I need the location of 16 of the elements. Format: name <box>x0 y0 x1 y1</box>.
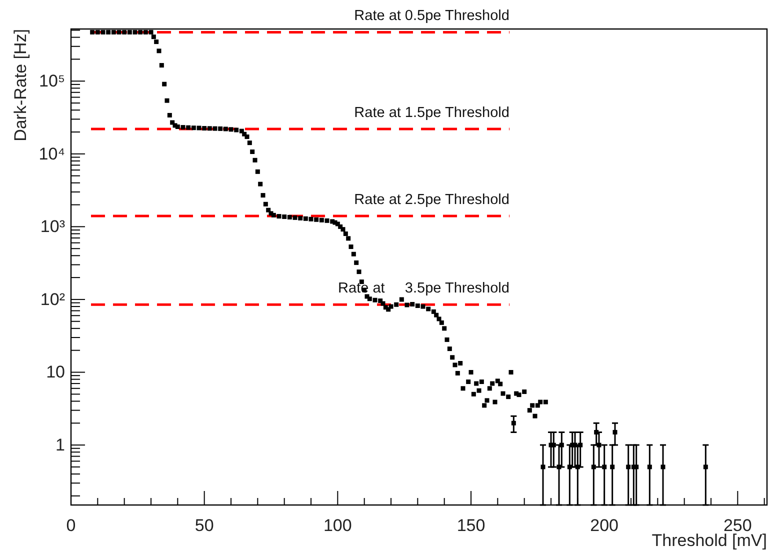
y-tick-label: 10 <box>46 362 65 382</box>
x-axis-title: Threshold [mV] <box>652 531 767 550</box>
ref-line-label: Rate at 2.5pe Threshold <box>354 192 510 208</box>
ref-line-label: Rate at 1.5pe Threshold <box>354 104 510 121</box>
x-tick-label: 0 <box>66 516 76 536</box>
x-tick-label: 150 <box>456 516 486 536</box>
y-tick-label: 10³ <box>40 217 66 236</box>
y-tick-label: 10⁵ <box>39 72 65 91</box>
y-axis-title: Dark-Rate [Hz] <box>11 29 30 142</box>
y-tick-label: 1 <box>56 435 65 454</box>
x-tick-label: 200 <box>590 516 619 536</box>
x-tick-label: 100 <box>323 516 352 536</box>
x-tick-label: 50 <box>194 516 214 536</box>
y-tick-label: 10⁴ <box>38 144 65 164</box>
y-tick-label: 10² <box>40 290 66 309</box>
ref-line-label: Rate at 0.5pe Threshold <box>354 8 510 24</box>
